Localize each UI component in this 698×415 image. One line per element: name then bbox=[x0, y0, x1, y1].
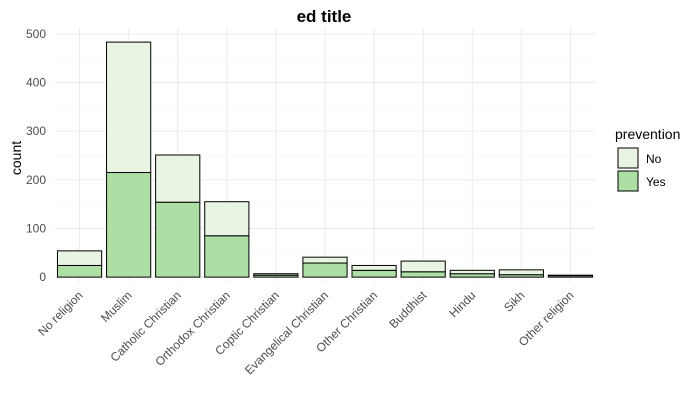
bar-segment-no bbox=[352, 265, 396, 270]
x-tick-label: Hindu bbox=[446, 288, 478, 320]
bar-segment-no bbox=[156, 155, 200, 202]
x-tick-label: Buddhist bbox=[386, 288, 429, 331]
bar-segment-no bbox=[401, 261, 445, 272]
bar-segment-no bbox=[107, 42, 151, 172]
bar-segment-no bbox=[303, 257, 347, 263]
bar-segment-no bbox=[254, 274, 298, 275]
x-tick-label: Sikh bbox=[501, 288, 527, 314]
legend-label-no: No bbox=[646, 152, 662, 166]
y-tick-label: 200 bbox=[26, 173, 46, 187]
x-tick-label: Evangelical Christian bbox=[242, 288, 331, 377]
y-tick-label: 300 bbox=[26, 124, 46, 138]
legend-key-yes bbox=[618, 171, 638, 191]
bar-segment-yes bbox=[303, 263, 347, 277]
bar-segment-no bbox=[499, 270, 543, 275]
y-axis-label: count bbox=[8, 141, 24, 175]
x-tick-label: Muslim bbox=[98, 288, 135, 325]
legend-key-no bbox=[618, 148, 638, 168]
bar-segment-yes bbox=[107, 173, 151, 278]
y-tick-label: 500 bbox=[26, 27, 46, 41]
bar-segment-yes bbox=[401, 272, 445, 277]
legend-title: prevention bbox=[615, 126, 680, 142]
bar-segment-no bbox=[450, 270, 494, 273]
bar-segment-yes bbox=[352, 270, 396, 277]
x-tick-label: No religion bbox=[35, 288, 85, 338]
legend-label-yes: Yes bbox=[646, 175, 666, 189]
bar-segment-yes bbox=[57, 265, 101, 277]
bar-segment-no bbox=[57, 251, 101, 266]
bar-segment-yes bbox=[156, 202, 200, 277]
bar-segment-no bbox=[205, 202, 249, 236]
chart-title: ed title bbox=[297, 7, 352, 26]
legend: prevention No Yes bbox=[615, 126, 680, 191]
bar-segment-yes bbox=[450, 274, 494, 277]
y-tick-label: 0 bbox=[39, 270, 46, 284]
bar-segment-yes bbox=[205, 236, 249, 277]
y-axis: 0 100 200 300 400 500 bbox=[26, 27, 46, 284]
y-tick-label: 100 bbox=[26, 221, 46, 235]
y-tick-label: 400 bbox=[26, 75, 46, 89]
